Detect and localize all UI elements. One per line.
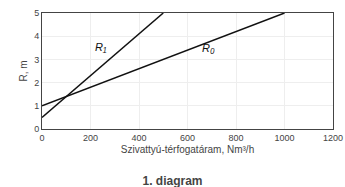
svg-text:1200: 1200 <box>323 133 343 143</box>
svg-text:400: 400 <box>131 133 146 143</box>
svg-text:2: 2 <box>34 78 39 88</box>
svg-text:800: 800 <box>228 133 243 143</box>
svg-text:0: 0 <box>34 124 39 134</box>
svg-text:1: 1 <box>34 101 39 111</box>
svg-text:4: 4 <box>34 31 39 41</box>
svg-text:5: 5 <box>34 8 39 18</box>
svg-text:1000: 1000 <box>274 133 294 143</box>
svg-text:R₀: R₀ <box>202 42 215 54</box>
svg-text:600: 600 <box>180 133 195 143</box>
svg-text:Szivattyú-térfogatáram, Nm³: Szivattyú-térfogatáram, Nm³/h <box>121 144 254 155</box>
svg-text:200: 200 <box>83 133 98 143</box>
svg-text:R₁: R₁ <box>95 41 107 53</box>
svg-text:3: 3 <box>34 55 39 65</box>
svg-text:1. diagram: 1. diagram <box>142 174 202 187</box>
svg-text:0: 0 <box>39 133 44 143</box>
svg-text:R, m: R, m <box>18 60 29 81</box>
